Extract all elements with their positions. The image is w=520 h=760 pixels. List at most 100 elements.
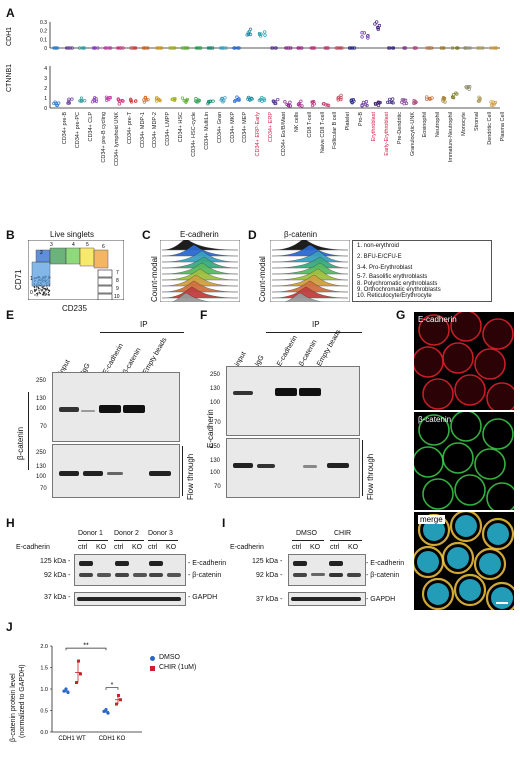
panelA-cdh1-point	[77, 46, 82, 50]
panelE-flow-label: Flow through	[186, 453, 195, 500]
panelA-category-label: Dendritic Cell	[486, 112, 493, 145]
panelA-cdh1-point	[107, 46, 111, 50]
panelJ-chir-point	[119, 698, 122, 702]
panelJ-ytick: 1.5	[40, 666, 48, 672]
histogram-trace	[271, 262, 349, 275]
panelA-cdh1-point	[221, 46, 226, 50]
panelA-ctnnb1-point	[262, 97, 266, 101]
panelA-category-label: CD34+ pre-T	[126, 112, 133, 144]
panelA-category-label: CD34+ MDP-1	[139, 112, 146, 148]
panelF-lane-input: input	[234, 350, 248, 368]
panelA-ctnnb1-point	[300, 104, 304, 108]
panelC-ylabel: Count-modal	[150, 256, 159, 302]
panelH-band: - E-cadherin	[188, 560, 227, 567]
panelJ-dmso-point	[66, 690, 70, 695]
panelA-ctnnb1-point	[155, 99, 159, 103]
panelA-cdh1-point	[91, 46, 96, 50]
panelF-mw: 250	[210, 372, 221, 378]
panelA-ctnnb1-point	[364, 100, 369, 104]
panelA-cdh1-point	[481, 46, 485, 50]
panelA-cdh1-point	[387, 46, 392, 50]
panelG-ecad-image: E-cadherin	[414, 312, 514, 410]
panelJ-dmso-point	[62, 689, 66, 693]
panelA-cdh1-point	[81, 46, 85, 50]
panelA-y2-tick: 0	[44, 106, 47, 110]
panelA-ctnnb1-point	[283, 100, 287, 104]
ko-label: KO	[310, 544, 321, 551]
panelA-ctnnb1-point	[248, 98, 252, 102]
panelA-ctnnb1-point	[258, 97, 263, 102]
svg-text:9: 9	[116, 286, 119, 292]
panelF-blot-ip	[226, 366, 360, 436]
panelA-y2-tick: 4	[44, 66, 47, 72]
panelI-mw: 37 kDa -	[256, 596, 283, 603]
panelA-y1-tick: 0.2	[40, 29, 47, 35]
panelA-cdh1-point	[232, 46, 237, 50]
panelA-ctnnb1-point	[299, 99, 303, 103]
legend-item: 5-7. Basolific erythroblasts	[357, 274, 428, 280]
panelG-top-label: E-cadherin	[418, 315, 457, 324]
panelA-y2-tick: 3	[44, 76, 47, 82]
panelA-ctnnb1-point	[442, 96, 447, 101]
panelA-cdh1-point	[133, 46, 138, 50]
panelH-mw: 92 kDa -	[44, 572, 71, 579]
histogram-trace	[161, 262, 239, 275]
panelA-category-label: CD34+ MDP-2	[152, 112, 159, 148]
panelA-category-label: Immature-Neutrophil	[448, 112, 455, 163]
panelF-blot-flow	[226, 438, 360, 498]
panelA-cdh1-point	[173, 46, 177, 50]
panelA-ctnnb1-point	[120, 98, 124, 103]
panelA-ctnnb1-point	[321, 102, 326, 106]
panelE-mw: 70	[40, 424, 47, 430]
panelJ-chir-point	[77, 659, 80, 663]
panelA-cdh1-point	[270, 46, 275, 50]
scale-bar	[496, 602, 508, 604]
panelA-cdh1-point	[121, 46, 125, 50]
panelG-bot-label: merge	[418, 515, 445, 524]
histogram-trace	[161, 250, 239, 263]
panelA-ctnnb1-point	[468, 85, 472, 89]
panelA-category-label: Follicular B cell	[332, 112, 339, 149]
panelF-mw2: 250	[210, 444, 221, 450]
panelA-cdh1-point	[336, 46, 340, 50]
panelA-cdh1-point	[366, 33, 370, 38]
panelC-histograms	[160, 240, 240, 302]
panelA-cdh1-point	[311, 46, 316, 50]
legend-item: 9. Orthochromatic erythroblasts	[357, 287, 441, 293]
panelA-ctnnb1-point	[376, 103, 381, 108]
panelA-cdh1-point	[246, 32, 251, 37]
panelF-mw2: 130	[210, 458, 221, 464]
panelI-blot-main	[288, 554, 366, 586]
panelA-cdh1-point	[210, 46, 214, 50]
panelH-donor2: Donor 2	[114, 530, 139, 537]
panelE-mw2: 70	[40, 486, 47, 492]
legend-item: 2. BFU-E/CFU-E	[357, 254, 402, 260]
panelA-cdh1-point	[263, 30, 267, 34]
panelA-cdh1-point	[180, 46, 184, 50]
ctrl-label: ctrl	[330, 544, 340, 551]
panelE-blot-ip	[52, 372, 180, 442]
ko-label: KO	[132, 544, 143, 551]
panelH-donor1: Donor 1	[78, 530, 103, 537]
panelA-ctnnb1-point	[336, 96, 340, 100]
histogram-trace	[271, 274, 349, 287]
panelA-category-label: Pre-Dendritic	[396, 112, 403, 145]
panelA-cdh1-point	[68, 46, 72, 50]
panelH-mw: 37 kDa -	[44, 594, 71, 601]
panelA-ctnnb1-point	[83, 99, 87, 103]
panelA-ctnnb1-point	[387, 97, 392, 102]
panelA-cdh1-point	[155, 46, 159, 50]
panelA-ctnnb1-point	[350, 101, 354, 105]
legend-chir-marker	[150, 666, 155, 671]
panelA-cdh1-point	[349, 46, 354, 50]
panelA-ctnnb1-point	[489, 103, 494, 107]
panelA-ctnnb1-point	[360, 104, 364, 108]
panelA-ctnnb1-point	[233, 98, 238, 103]
panelA-cdh1-point	[237, 46, 241, 50]
panelA-ctnnb1-point	[400, 98, 404, 102]
panelC-title: E-cadherin	[180, 230, 219, 239]
panelB-xlabel: CD235	[62, 304, 87, 313]
panelA-category-label: CD34+ MultiLin	[203, 112, 210, 150]
